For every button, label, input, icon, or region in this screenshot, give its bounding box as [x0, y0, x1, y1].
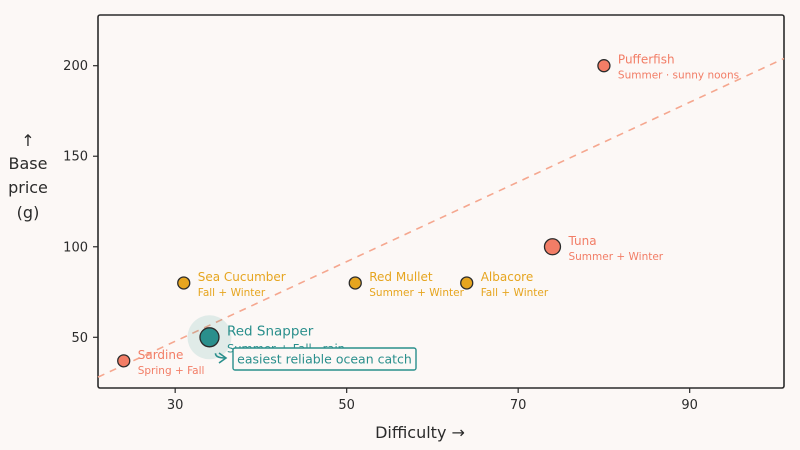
annotation-arrow — [214, 353, 226, 359]
point-marker — [348, 276, 362, 290]
point-tuna: Tuna Summer + Winter — [543, 234, 664, 263]
point-label: Pufferfish — [618, 53, 675, 67]
point-marker — [597, 59, 611, 73]
y-tick-label: 50 — [71, 331, 88, 346]
point-label: Sea Cucumber — [198, 270, 286, 284]
point-sublabel: Summer · sunny noons — [618, 70, 739, 82]
y-tick-label: 200 — [63, 59, 88, 74]
plot-frame — [97, 14, 785, 389]
y-tick-label: 150 — [63, 150, 88, 165]
point-sublabel: Summer + Winter — [369, 287, 464, 299]
point-pufferfish: Pufferfish Summer · sunny noons — [597, 53, 739, 82]
point-marker — [199, 327, 220, 348]
point-marker — [460, 276, 474, 290]
point-sardine: Sardine Spring + Fall — [117, 348, 205, 377]
point-marker — [117, 354, 131, 368]
x-axis-title: Difficulty → — [375, 423, 465, 442]
x-axis-ticks: 30 50 70 90 — [167, 388, 698, 413]
x-tick-label: 70 — [510, 398, 527, 413]
point-red-mullet: Red Mullet Summer + Winter — [348, 270, 465, 299]
point-label: Tuna — [567, 234, 596, 248]
y-axis-ticks: 50 100 150 200 — [63, 59, 98, 346]
annotation: easiest reliable ocean catch — [214, 347, 417, 371]
y-tick-label: 100 — [63, 240, 88, 255]
point-label: Sardine — [138, 348, 184, 362]
point-sea-cucumber: Sea Cucumber Fall + Winter — [177, 270, 286, 299]
y-axis-title-line: ↑ — [21, 131, 34, 150]
x-tick-label: 50 — [338, 398, 355, 413]
point-sublabel: Fall + Winter — [481, 287, 549, 299]
annotation-box — [232, 347, 417, 371]
point-marker — [543, 238, 562, 256]
x-tick-label: 90 — [681, 398, 698, 413]
y-axis-title-line: (g) — [17, 203, 40, 222]
point-label: Red Snapper — [227, 323, 314, 339]
point-sublabel: Fall + Winter — [198, 287, 266, 299]
y-axis-title: ↑ Base price (g) — [8, 131, 48, 222]
trend-line — [97, 57, 785, 378]
point-label: Red Mullet — [369, 270, 433, 284]
point-marker — [177, 276, 191, 290]
point-sublabel: Summer + Winter — [568, 251, 663, 263]
point-label: Albacore — [481, 270, 534, 284]
y-axis-title-line: Base — [9, 154, 48, 173]
point-sublabel: Spring + Fall — [138, 365, 205, 377]
x-tick-label: 30 — [167, 398, 184, 413]
annotation-text: easiest reliable ocean catch — [237, 352, 412, 367]
annotation-arrowhead — [218, 352, 228, 364]
data-points: Sardine Spring + Fall Sea Cucumber Fall + W… — [117, 53, 739, 377]
point-albacore: Albacore Fall + Winter — [460, 270, 549, 299]
y-axis-title-line: price — [8, 178, 48, 197]
